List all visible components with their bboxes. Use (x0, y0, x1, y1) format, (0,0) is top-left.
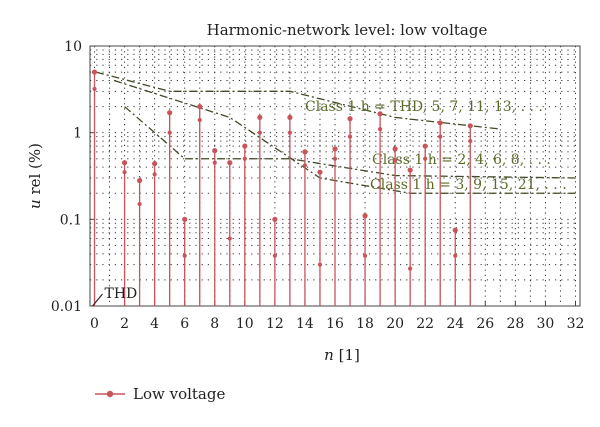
x-tick-label: 22 (416, 316, 434, 332)
stem-marker-lower (347, 134, 353, 139)
stem-marker-top (197, 103, 203, 110)
stem-marker-lower (408, 266, 413, 271)
x-tick-label: 32 (567, 316, 585, 332)
limit-line-label: Class 1 h = 2, 4, 6, 8, . . . (372, 152, 551, 168)
plot-area: 0 2 4 6 8 10 12 14 16 18 20 22 24 26 28 30 320.010.1110C… (51, 39, 585, 332)
x-tick-label: 26 (476, 316, 494, 332)
stem-marker-top (347, 116, 353, 122)
stem-marker-top (272, 216, 278, 222)
x-tick-label: 18 (356, 316, 374, 332)
x-tick-label: 12 (266, 316, 284, 332)
x-tick-label: 28 (506, 316, 524, 332)
stem-marker-lower (242, 156, 247, 161)
stem-marker-top (422, 143, 428, 149)
x-axis-label-unit: [1] (334, 346, 360, 364)
y-tick-label: 10 (64, 39, 82, 55)
stem-marker-lower (197, 117, 202, 123)
y-axis-label: u rel (%) (26, 143, 44, 209)
stem-marker-lower (377, 126, 383, 132)
legend: Low voltage (95, 385, 225, 403)
stem-marker-top (91, 69, 98, 75)
legend-marker (106, 390, 114, 398)
x-tick-label: 6 (180, 316, 189, 332)
y-tick-label: 0.1 (60, 212, 82, 228)
stem-marker-top (302, 149, 308, 155)
stem-marker-top (407, 167, 413, 173)
stem-marker-lower (362, 253, 368, 258)
x-tick-label: 2 (120, 316, 129, 332)
limit-line (95, 71, 501, 130)
stem-marker-top (287, 114, 293, 121)
x-tick-label: 14 (296, 316, 314, 332)
x-tick-label: 16 (326, 316, 344, 332)
x-tick-label: 24 (446, 316, 464, 332)
legend-label: Low voltage (133, 385, 225, 403)
stem-marker-lower (212, 160, 217, 165)
stem-marker-top (137, 177, 143, 184)
stem-marker-lower (227, 236, 232, 241)
stem-marker-top (152, 160, 158, 167)
x-tick-label: 8 (210, 316, 219, 332)
stem-marker-top (452, 227, 458, 233)
stem-marker-top (317, 169, 323, 175)
y-tick-label: 0.01 (51, 299, 82, 315)
limit-line-label: Class 1 h = THD, 5, 7, 11, 13, . . . (305, 99, 543, 115)
stem-marker-top (362, 213, 368, 219)
stem-marker-top (167, 110, 173, 116)
x-tick-label: 0 (90, 316, 99, 332)
stem-marker-lower (137, 201, 142, 207)
stem-marker-lower (257, 130, 262, 135)
x-tick-label: 4 (150, 316, 159, 332)
stem-marker-lower (287, 130, 293, 135)
stem-marker-top (257, 114, 263, 121)
stem-marker-lower (453, 253, 458, 258)
x-axis-label: n [1] (324, 346, 360, 364)
stem-marker-lower (272, 253, 277, 258)
stem-marker-top (227, 160, 233, 166)
stem-marker-top (437, 120, 443, 126)
y-axis-label-unit: rel (%) (26, 143, 44, 199)
y-axis-label-var: u (26, 199, 44, 209)
stem-marker-top (467, 123, 473, 129)
stem-marker-lower (92, 86, 97, 91)
x-tick-label: 20 (386, 316, 404, 332)
stem-marker-top (182, 216, 188, 222)
stem-marker-top (212, 148, 218, 154)
stem-marker-top (392, 146, 398, 152)
stem-marker-lower (393, 158, 398, 163)
thd-annotation: THD (105, 286, 138, 302)
stem-marker-top (242, 143, 248, 149)
stem-marker-lower (332, 156, 338, 161)
stem-marker-top (377, 111, 383, 117)
x-tick-label: 10 (236, 316, 254, 332)
x-tick-label: 30 (537, 316, 555, 332)
thd-pointer (92, 293, 103, 307)
stem-marker-top (332, 146, 338, 152)
stem-marker-lower (182, 253, 187, 258)
stem-marker-top (121, 160, 128, 166)
limit-line (124, 106, 576, 179)
x-axis-label-var: n (324, 346, 334, 364)
limit-line-label: Class 1 h = 3, 9, 15, 21, . . . (370, 177, 567, 193)
chart-title: Harmonic-network level: low voltage (207, 21, 488, 39)
stem-marker-lower (438, 134, 443, 139)
stem-marker-lower (468, 138, 473, 144)
stem-marker-lower (167, 130, 172, 135)
stem-marker-lower (423, 156, 428, 161)
stem-marker-lower (152, 172, 157, 177)
y-tick-label: 1 (73, 126, 82, 142)
stem-marker-lower (122, 170, 127, 175)
stem-marker-lower (302, 163, 308, 168)
stem-marker-lower (317, 262, 323, 267)
